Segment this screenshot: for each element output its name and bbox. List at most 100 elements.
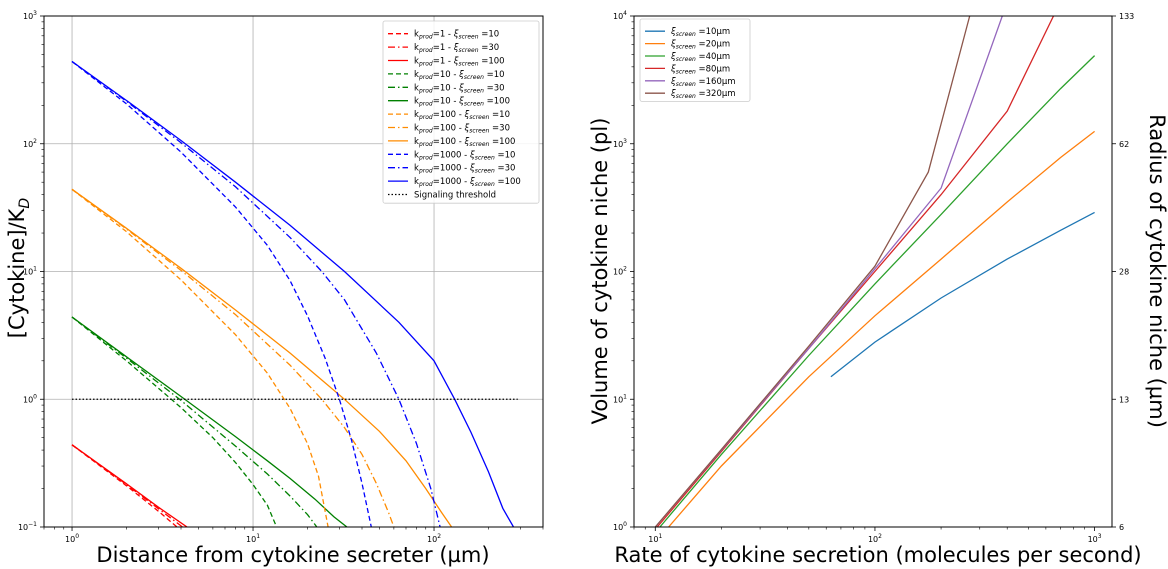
legend-label: kprod=100 - ξscreen =10 <box>414 110 510 121</box>
y-tick-base: 10 <box>613 12 623 21</box>
legend-label-prod-sub: prod <box>418 47 433 54</box>
legend-label-value: =30 <box>489 124 510 134</box>
legend-label-prod-sub: prod <box>418 61 433 68</box>
series-line-3 <box>71 444 189 527</box>
legend-label-screen-sub: screen <box>464 87 484 94</box>
legend-entry-7: kprod=100 - ξscreen =10 <box>388 110 510 121</box>
legend-label-xi: ξ <box>670 64 676 74</box>
legend-label-text: Signaling threshold <box>414 191 496 201</box>
x-tick-label: 103 <box>1088 533 1102 544</box>
left-y-axis-label: [Cytokine]/KD <box>5 198 33 339</box>
y-tick-label: 101 <box>23 266 37 277</box>
legend-label-xi: ξ <box>670 27 676 37</box>
legend-entry-3: kprod=1 - ξscreen =100 <box>388 57 505 68</box>
y2-tick-label: 133 <box>1119 12 1134 21</box>
legend-label-xi: ξ <box>453 30 459 40</box>
legend-label-k: k <box>414 43 419 53</box>
y-tick-exponent: 2 <box>623 266 627 273</box>
legend-label: kprod=1000 - ξscreen =30 <box>414 164 515 175</box>
legend-entry-6: kprod=10 - ξscreen =100 <box>388 97 510 108</box>
legend-label-mid: =1000 - <box>433 150 470 160</box>
legend-entry-6: ξscreen =320µm <box>645 89 736 100</box>
legend-label: kprod=1 - ξscreen =10 <box>414 30 499 41</box>
legend-label-mid: =1 - <box>433 57 454 67</box>
legend-entry-1: ξscreen =10µm <box>645 27 730 38</box>
legend-label-screen-sub: screen <box>676 44 696 51</box>
legend-label: ξscreen =20µm <box>670 40 730 51</box>
y2-tick-label: 28 <box>1119 268 1129 277</box>
series-line-2 <box>668 130 1095 527</box>
series-line-4 <box>656 16 1055 527</box>
legend-label-value: =10 <box>484 70 505 80</box>
y-tick-label: 10−1 <box>18 521 37 532</box>
series-line-9 <box>71 188 453 527</box>
legend-label-k: k <box>414 83 419 93</box>
legend-label-value: =10 <box>479 30 500 40</box>
legend-entry-4: ξscreen =80µm <box>645 64 730 75</box>
legend-label-screen-sub: screen <box>676 93 696 100</box>
legend-label-value: =30 <box>495 164 516 174</box>
legend-label-value: =320µm <box>696 89 736 99</box>
y-tick-exponent: −1 <box>28 521 37 528</box>
legend-box <box>639 18 751 102</box>
x-tick-exponent: 2 <box>437 533 441 540</box>
legend-entry-8: kprod=100 - ξscreen =30 <box>388 124 510 135</box>
left-y-axis-label-main: [Cytokine]/K <box>5 207 29 338</box>
legend-label-prod-sub: prod <box>418 141 433 148</box>
y2-tick-label: 62 <box>1119 140 1129 149</box>
y-tick-label: 101 <box>613 393 627 404</box>
left-tick-marks <box>40 15 544 531</box>
x-tick-base: 10 <box>648 535 658 544</box>
legend-label-value: =40µm <box>696 52 730 62</box>
legend-label-k: k <box>414 150 419 160</box>
legend-entry-1: kprod=1 - ξscreen =10 <box>388 30 499 41</box>
legend-label-screen-sub: screen <box>469 128 489 135</box>
legend-label-value: =100 <box>484 97 510 107</box>
legend-label: kprod=1000 - ξscreen =10 <box>414 150 515 161</box>
legend-label-mid: =10 - <box>433 83 459 93</box>
legend-label-value: =100 <box>495 177 521 187</box>
legend-label-mid: =1000 - <box>433 177 470 187</box>
y-tick-base: 10 <box>23 268 33 277</box>
legend-label-value: =100 <box>489 137 515 147</box>
y-tick-exponent: 1 <box>33 266 37 273</box>
y-tick-base: 10 <box>23 395 33 404</box>
legend-label-mid: =10 - <box>433 70 459 80</box>
series-line-6 <box>71 316 348 527</box>
y-tick-base: 10 <box>613 395 623 404</box>
legend-label-screen-sub: screen <box>469 114 489 121</box>
x-tick-exponent: 0 <box>75 533 79 540</box>
legend-label-xi: ξ <box>453 57 459 67</box>
legend-label-mid: =1 - <box>433 43 454 53</box>
y-tick-label: 100 <box>613 521 627 532</box>
y-tick-base: 10 <box>23 140 33 149</box>
x-tick-label: 102 <box>427 533 441 544</box>
legend-label: ξscreen =10µm <box>670 27 730 38</box>
legend-entry-3: ξscreen =40µm <box>645 52 730 63</box>
legend-label: kprod=10 - ξscreen =10 <box>414 70 505 81</box>
legend-label-value: =100 <box>479 57 505 67</box>
y-tick-exponent: 0 <box>33 393 37 400</box>
series-line-8 <box>71 188 395 527</box>
legend-label-mid: =1 - <box>433 30 454 40</box>
series-line-1 <box>830 211 1095 378</box>
x-tick-label: 101 <box>648 533 662 544</box>
legend-label-xi: ξ <box>453 43 459 53</box>
legend-entry-5: kprod=10 - ξscreen =30 <box>388 83 505 94</box>
legend-label-screen-sub: screen <box>458 61 478 68</box>
legend-label-prod-sub: prod <box>418 181 433 188</box>
legend-label-xi: ξ <box>469 164 475 174</box>
right-y-axis-label: Volume of cytokine niche (pl) <box>588 118 612 425</box>
legend-entry-10: kprod=1000 - ξscreen =10 <box>388 150 515 161</box>
y-tick-base: 10 <box>613 140 623 149</box>
series-line-12 <box>71 60 515 527</box>
legend-label-mid: =100 - <box>433 124 465 134</box>
legend-label-xi: ξ <box>670 89 676 99</box>
legend-label: kprod=100 - ξscreen =30 <box>414 124 510 135</box>
legend-label-xi: ξ <box>469 150 475 160</box>
